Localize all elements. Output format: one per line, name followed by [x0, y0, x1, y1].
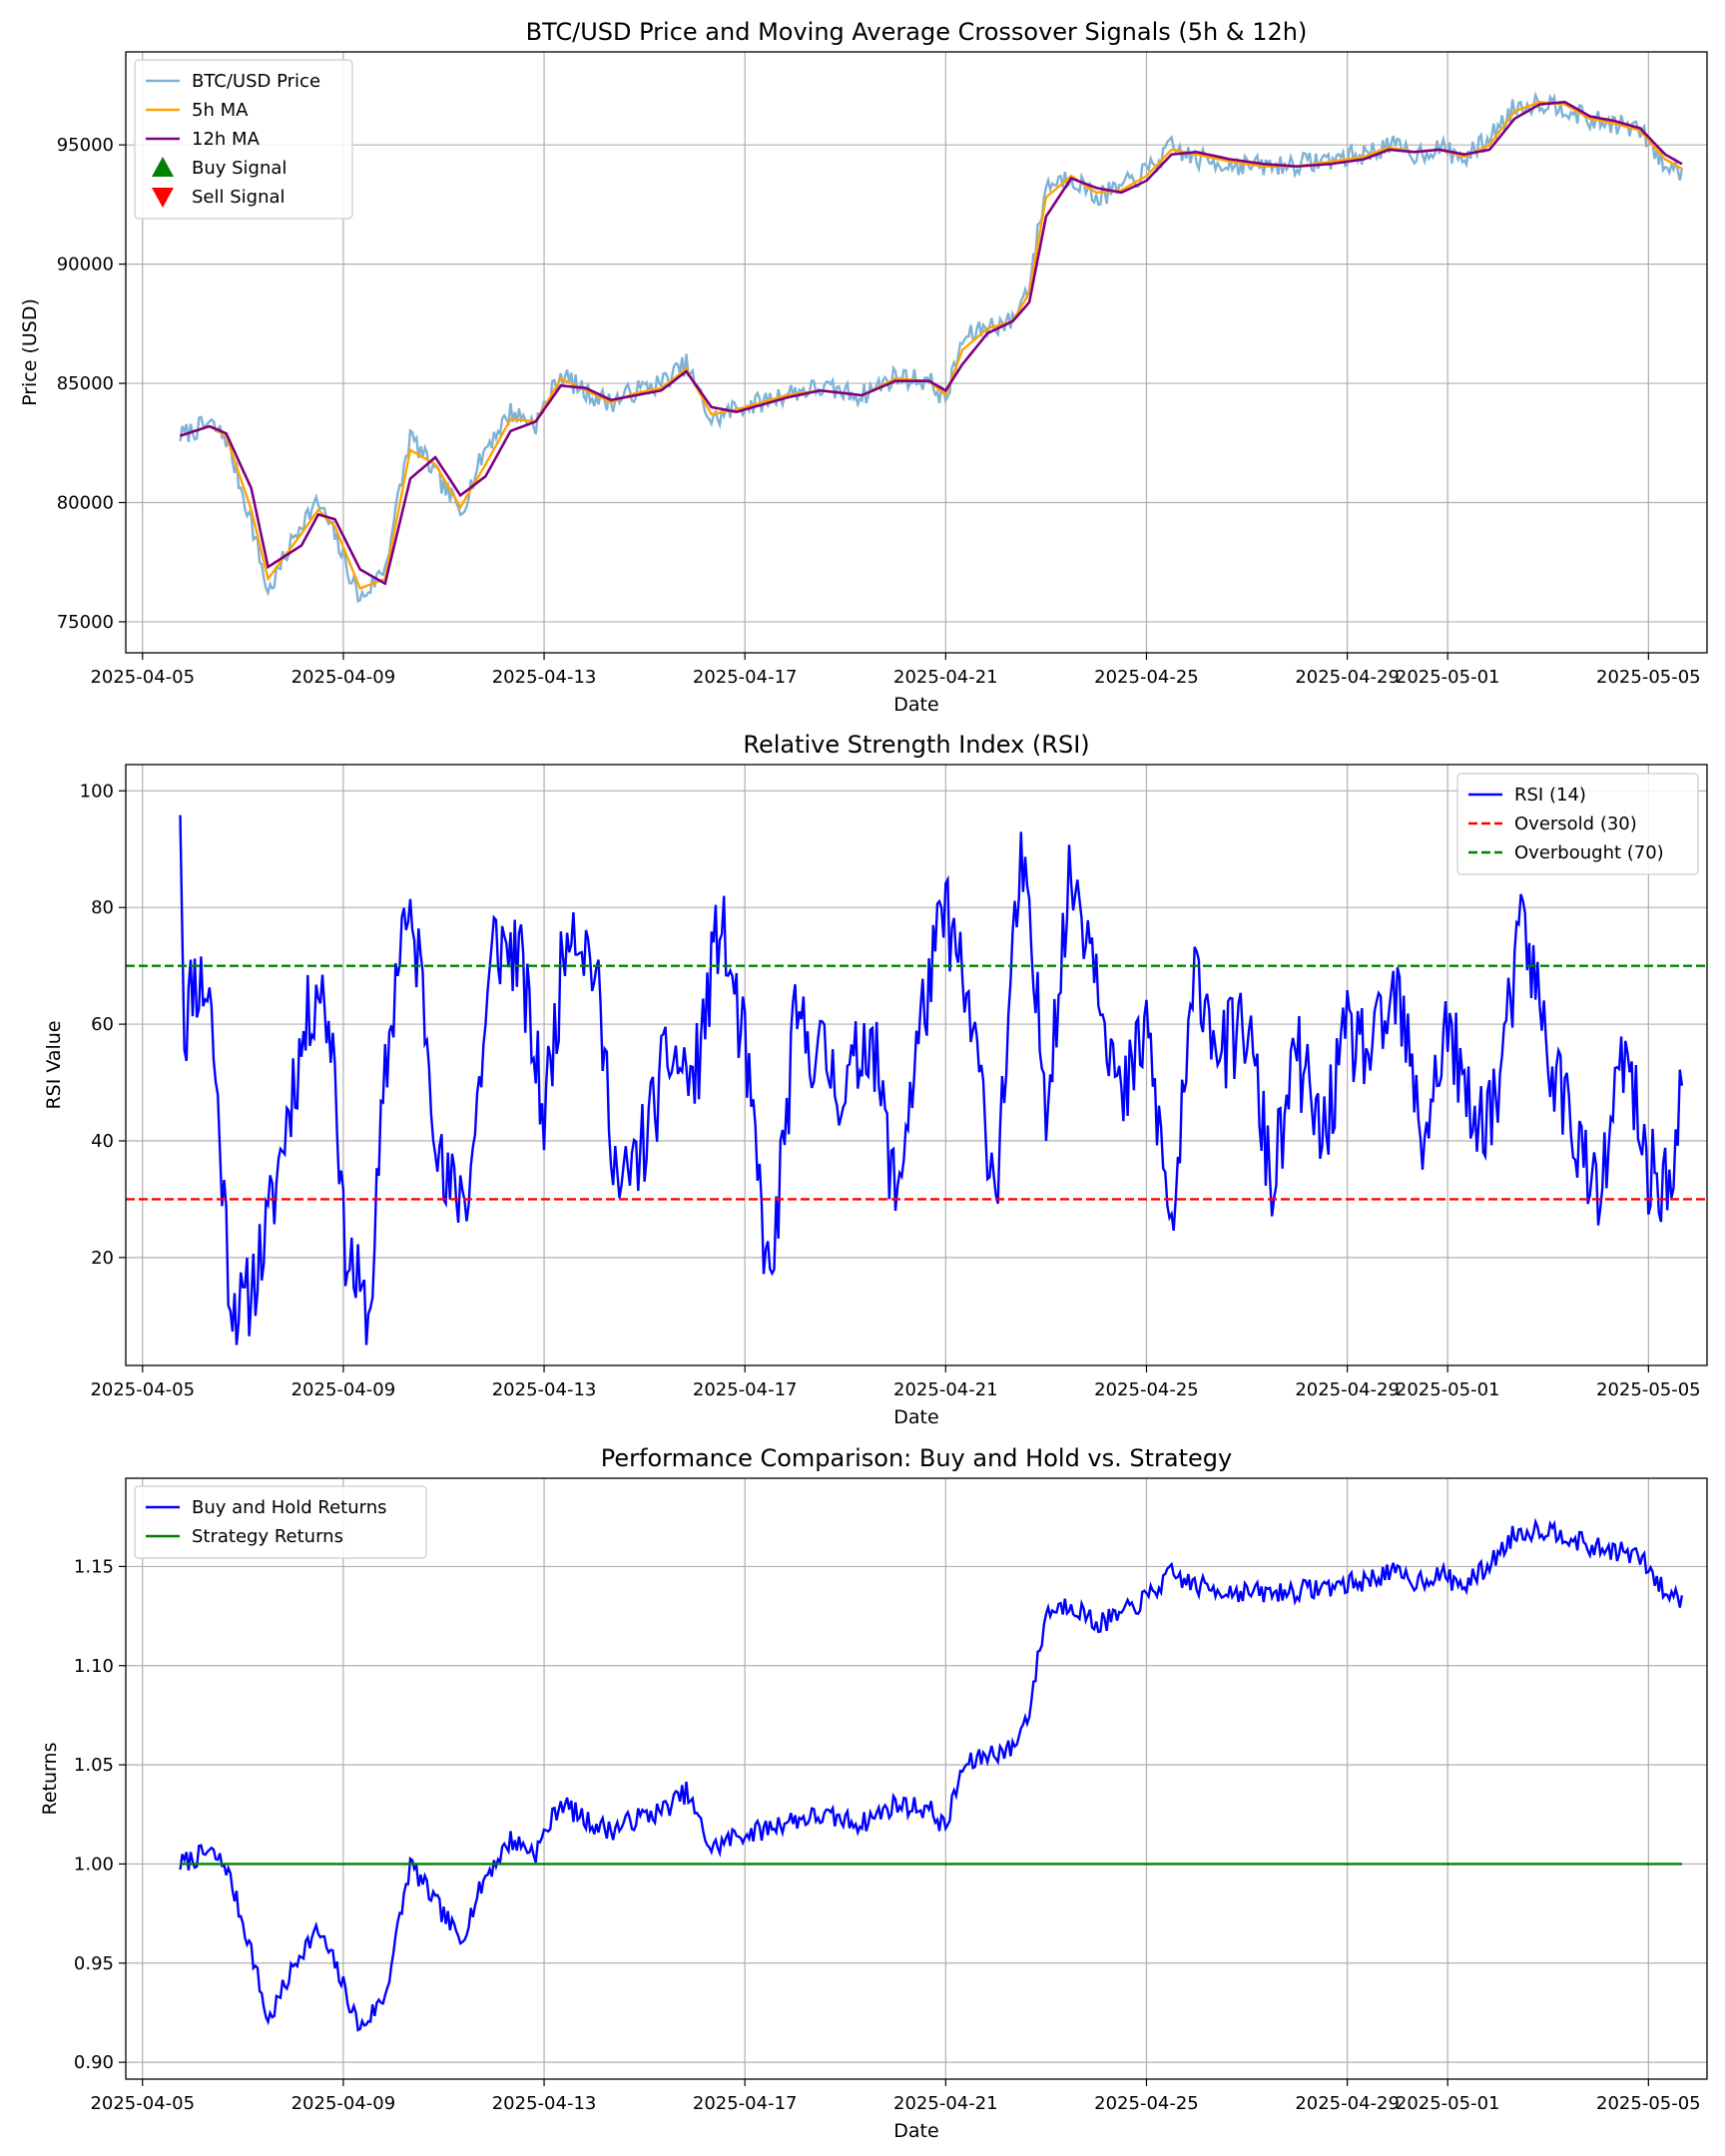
x-tick-label: 2025-05-05	[1596, 1379, 1701, 1400]
y-tick-label: 80	[91, 897, 114, 918]
y-tick-label: 80000	[57, 493, 114, 514]
series-ma5-line	[180, 100, 1683, 591]
x-tick-label: 2025-04-21	[893, 2093, 998, 2114]
x-tick-label: 2025-04-05	[90, 2093, 195, 2114]
legend-item: 12h MA	[146, 129, 261, 150]
x-tick-label: 2025-05-01	[1396, 1379, 1500, 1400]
plot-frame	[125, 51, 1708, 654]
y-tick-label: 1.00	[74, 1854, 114, 1875]
legend-label: RSI (14)	[1514, 785, 1586, 806]
x-tick-label: 2025-05-05	[1596, 2093, 1701, 2114]
legend-label: Oversold (30)	[1514, 813, 1637, 834]
x-tick-label: 2025-04-17	[693, 667, 798, 688]
x-tick-label: 2025-04-05	[90, 1379, 195, 1400]
legend-label: 5h MA	[192, 100, 249, 121]
x-tick-label: 2025-04-09	[291, 2093, 396, 2114]
legend-item: BTC/USD Price	[146, 71, 320, 92]
legend-item: Sell Signal	[152, 187, 286, 208]
x-tick-label: 2025-05-05	[1596, 667, 1701, 688]
legend-item: Overbought (70)	[1468, 842, 1664, 863]
chart-title: Performance Comparison: Buy and Hold vs.…	[601, 1444, 1232, 1472]
legend-label: Overbought (70)	[1514, 842, 1664, 863]
chart-panel-1: 2025-04-05 2025-04-09 2025-04-13 2025-04-17…	[19, 18, 1708, 716]
legend-label: Strategy Returns	[192, 1526, 343, 1547]
series-ma12-line	[180, 100, 1683, 586]
legend-box	[134, 1485, 427, 1559]
x-axis-label: Date	[893, 694, 938, 716]
legend-label: BTC/USD Price	[192, 71, 320, 92]
x-tick-label: 2025-04-05	[90, 667, 195, 688]
legend-box	[134, 59, 353, 220]
legend-item: Oversold (30)	[1468, 813, 1637, 834]
plot-frame	[125, 764, 1708, 1366]
y-axis-label: Price (USD)	[19, 298, 41, 406]
y-tick-label: 95000	[57, 135, 114, 156]
y-tick-label: 75000	[57, 612, 114, 633]
y-axis-label: Returns	[39, 1743, 61, 1816]
x-axis-label: Date	[893, 2120, 938, 2142]
x-tick-label: 2025-04-25	[1094, 2093, 1199, 2114]
chart-panel-3: 2025-04-05 2025-04-09 2025-04-13 2025-04-17…	[39, 1444, 1708, 2142]
x-tick-label: 2025-04-29	[1295, 667, 1400, 688]
legend-item: Buy Signal	[152, 157, 287, 179]
x-tick-label: 2025-05-01	[1396, 667, 1500, 688]
grid	[126, 1478, 1707, 2079]
x-tick-label: 2025-04-25	[1094, 667, 1199, 688]
x-tick-label: 2025-04-25	[1094, 1379, 1199, 1400]
x-tick-label: 2025-04-29	[1295, 1379, 1400, 1400]
legend-label: Buy Signal	[192, 158, 287, 179]
grid	[126, 52, 1707, 653]
y-tick-label: 40	[91, 1131, 114, 1152]
x-tick-label: 2025-04-29	[1295, 2093, 1400, 2114]
series-buy-and-hold-line	[179, 1517, 1684, 2032]
chart-title: Relative Strength Index (RSI)	[743, 731, 1089, 759]
chart-panel-2: 2025-04-05 2025-04-09 2025-04-13 2025-04-17…	[43, 731, 1708, 1428]
legend: RSI (14) Oversold (30) Overbought (70)	[1456, 773, 1699, 875]
y-tick-label: 90000	[57, 255, 114, 275]
x-tick-label: 2025-04-21	[893, 667, 998, 688]
y-tick-label: 0.90	[74, 2052, 114, 2073]
x-tick-label: 2025-04-17	[693, 2093, 798, 2114]
x-tick-label: 2025-04-21	[893, 1379, 998, 1400]
y-axis-label: RSI Value	[43, 1020, 65, 1109]
y-tick-label: 1.15	[74, 1556, 114, 1577]
y-tick-label: 20	[91, 1248, 114, 1269]
y-tick-label: 100	[80, 781, 114, 802]
legend-box	[1456, 773, 1699, 875]
legend: BTC/USD Price 5h MA 12h MA Buy Signal Sell S…	[134, 59, 353, 220]
legend-label: 12h MA	[192, 129, 261, 150]
x-tick-label: 2025-05-01	[1396, 2093, 1500, 2114]
legend-label: Sell Signal	[192, 187, 286, 208]
series-rsi-line	[179, 814, 1684, 1346]
legend-label: Buy and Hold Returns	[192, 1497, 387, 1518]
y-tick-label: 1.10	[74, 1656, 114, 1677]
chart-title: BTC/USD Price and Moving Average Crossov…	[526, 18, 1308, 46]
y-tick-label: 0.95	[74, 1953, 114, 1974]
plot-frame	[125, 1477, 1708, 2080]
x-tick-label: 2025-04-13	[492, 1379, 597, 1400]
x-tick-label: 2025-04-13	[492, 667, 597, 688]
x-tick-label: 2025-04-09	[291, 1379, 396, 1400]
x-tick-label: 2025-04-09	[291, 667, 396, 688]
y-tick-label: 85000	[57, 373, 114, 394]
legend-item: RSI (14)	[1468, 785, 1586, 806]
x-tick-label: 2025-04-13	[492, 2093, 597, 2114]
y-tick-label: 1.05	[74, 1755, 114, 1776]
legend-item: Buy and Hold Returns	[146, 1497, 387, 1518]
legend-item: Strategy Returns	[146, 1526, 343, 1547]
y-tick-label: 60	[91, 1014, 114, 1035]
legend-item: 5h MA	[146, 100, 249, 121]
series-btc-price-line	[179, 91, 1684, 604]
legend-swatch-sell-marker	[152, 188, 174, 208]
x-tick-label: 2025-04-17	[693, 1379, 798, 1400]
legend-swatch-buy-marker	[152, 157, 174, 177]
x-axis-label: Date	[893, 1406, 938, 1428]
legend: Buy and Hold Returns Strategy Returns	[134, 1485, 427, 1559]
